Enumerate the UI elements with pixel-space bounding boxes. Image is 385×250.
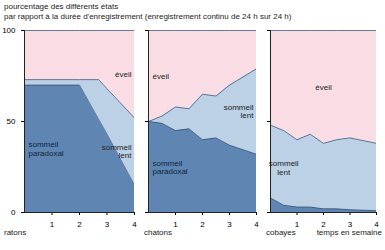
- html-text:cobayes: cobayes: [266, 228, 296, 237]
- svg-text:1: 1: [50, 220, 55, 228]
- svg-text:2: 2: [200, 220, 205, 228]
- svg-text:sommeillent: sommeillent: [269, 159, 299, 176]
- svg-text:1: 1: [295, 220, 300, 228]
- svg-text:éveil: éveil: [153, 72, 170, 81]
- html-text:temps en semaine: temps en semaine: [316, 228, 382, 237]
- svg-text:1: 1: [173, 220, 178, 228]
- svg-text:4: 4: [132, 220, 137, 228]
- svg-text:100: 100: [2, 26, 16, 35]
- html-text:ratons: ratons: [4, 228, 27, 237]
- svg-text:0: 0: [11, 208, 16, 217]
- svg-text:sommeillent: sommeillent: [224, 103, 255, 120]
- svg-text:sommeilparadoxal: sommeilparadoxal: [29, 140, 64, 157]
- svg-text:sommeilparadoxal: sommeilparadoxal: [153, 158, 188, 175]
- svg-text:2: 2: [77, 220, 82, 228]
- html-text:pourcentage des différents éta: pourcentage des différents états par rap…: [4, 2, 292, 21]
- svg-text:50: 50: [7, 117, 16, 126]
- svg-text:3: 3: [227, 220, 232, 228]
- svg-text:4: 4: [374, 220, 379, 228]
- html-text:chatons: chatons: [144, 228, 172, 237]
- svg-text:3: 3: [348, 220, 353, 228]
- svg-text:3: 3: [105, 220, 110, 228]
- svg-text:éveil: éveil: [115, 70, 132, 79]
- svg-text:4: 4: [254, 220, 259, 228]
- svg-text:éveil: éveil: [315, 83, 332, 92]
- svg-text:sommeillent: sommeillent: [102, 143, 133, 160]
- svg-text:2: 2: [321, 220, 326, 228]
